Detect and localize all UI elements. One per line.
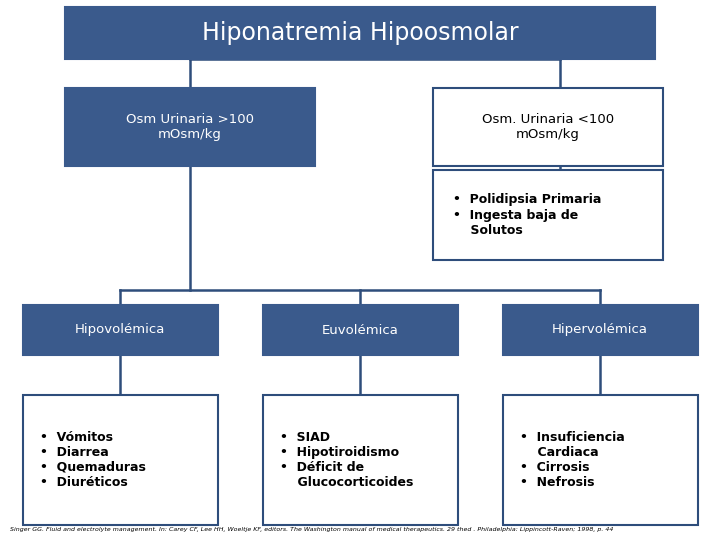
Text: Osm. Urinaria <100
mOsm/kg: Osm. Urinaria <100 mOsm/kg: [482, 113, 614, 141]
Text: •  Polidipsia Primaria
•  Ingesta baja de
    Solutos: • Polidipsia Primaria • Ingesta baja de …: [453, 193, 601, 237]
FancyBboxPatch shape: [503, 395, 698, 525]
Text: Hipervolémica: Hipervolémica: [552, 323, 648, 336]
Text: Osm Urinaria >100
mOsm/kg: Osm Urinaria >100 mOsm/kg: [126, 113, 254, 141]
Text: •  Vómitos
•  Diarrea
•  Quemaduras
•  Diuréticos: • Vómitos • Diarrea • Quemaduras • Diuré…: [40, 431, 146, 489]
Text: Singer GG. Fluid and electrolyte management. In: Carey CF, Lee HH, Woeltje KF, e: Singer GG. Fluid and electrolyte managem…: [10, 527, 613, 532]
Text: •  SIAD
•  Hipotiroidismo
•  Déficit de
    Glucocorticoides: • SIAD • Hipotiroidismo • Déficit de Glu…: [280, 431, 413, 489]
FancyBboxPatch shape: [22, 305, 217, 355]
FancyBboxPatch shape: [65, 7, 655, 59]
FancyBboxPatch shape: [65, 88, 315, 166]
Text: Hiponatremia Hipoosmolar: Hiponatremia Hipoosmolar: [202, 21, 518, 45]
FancyBboxPatch shape: [263, 395, 457, 525]
FancyBboxPatch shape: [433, 170, 663, 260]
FancyBboxPatch shape: [22, 395, 217, 525]
Text: Euvolémica: Euvolémica: [322, 323, 398, 336]
Text: •  Insuficiencia
    Cardiaca
•  Cirrosis
•  Nefrosis: • Insuficiencia Cardiaca • Cirrosis • Ne…: [520, 431, 625, 489]
FancyBboxPatch shape: [433, 88, 663, 166]
Text: Hipovolémica: Hipovolémica: [75, 323, 165, 336]
FancyBboxPatch shape: [503, 305, 698, 355]
FancyBboxPatch shape: [263, 305, 457, 355]
